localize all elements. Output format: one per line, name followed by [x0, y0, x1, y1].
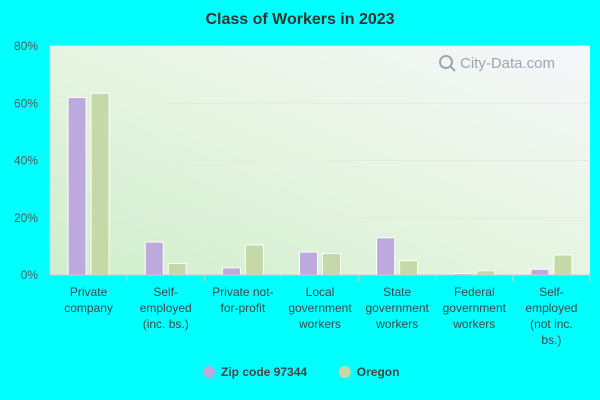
x-tick-label-line: workers: [452, 317, 495, 331]
bar: [67, 97, 87, 276]
x-tick-label: Private not-for-profit: [212, 285, 273, 315]
x-tick-label: Self-employed (inc. bs.): [140, 285, 192, 331]
y-tick-label: 20%: [14, 211, 38, 225]
legend-label: Oregon: [357, 365, 400, 379]
x-tick-label-line: government: [288, 301, 352, 315]
bar: [221, 267, 241, 276]
x-tick-label-line: (inc. bs.): [143, 317, 189, 331]
x-tick-label-line: employed: [140, 301, 192, 315]
x-tick-label-line: State: [383, 285, 411, 299]
bar: [530, 268, 550, 276]
legend-label: Zip code 97344: [221, 365, 307, 379]
bar: [399, 260, 419, 276]
x-tick-label-line: for-profit: [221, 301, 266, 315]
x-tick-label-line: Private: [70, 285, 108, 299]
x-tick-label-line: workers: [375, 317, 418, 331]
bar: [299, 251, 318, 276]
x-tick-label-line: bs.): [541, 333, 561, 347]
watermark-text: City-Data.com: [460, 55, 555, 72]
magnifier-icon: [439, 55, 453, 69]
gridlines: [50, 45, 590, 219]
x-tick-label-line: government: [365, 301, 429, 315]
legend-swatch: [203, 366, 215, 378]
x-tick-label: Private company: [64, 285, 113, 315]
x-tick-label-line: Private not-: [212, 285, 273, 299]
y-tick-label: 80%: [14, 39, 38, 53]
x-tick-label-line: government: [443, 301, 507, 315]
y-tick-label: 60%: [14, 96, 38, 110]
bar: [322, 253, 341, 276]
y-axis: 0% 20% 40% 60% 80%: [14, 39, 51, 282]
x-tick-label-line: employed: [525, 301, 577, 315]
x-tick-label-line: company: [64, 301, 113, 315]
bar: [376, 237, 396, 276]
x-tick-label: Self-employed (not inc. bs.): [525, 285, 577, 347]
x-tick-label: State government workers: [365, 285, 429, 331]
x-tick-label-line: workers: [298, 317, 341, 331]
legend-swatch: [338, 366, 351, 378]
bar: [244, 244, 264, 276]
bar: [144, 241, 164, 276]
legend: Zip code 97344 Oregon: [203, 365, 399, 379]
watermark: City-Data.com: [439, 55, 555, 72]
magnifier-handle: [449, 65, 456, 72]
x-tick-label: Local government workers: [288, 285, 352, 331]
bar: [167, 263, 187, 276]
x-tick-label-line: Self-: [539, 285, 564, 299]
x-tick-label: Federal government workers: [443, 285, 507, 331]
bar: [553, 254, 573, 276]
bar: [476, 270, 496, 276]
x-tick-label-line: Local: [306, 285, 335, 299]
x-axis: Private company Self-employed (inc. bs.) Pri…: [50, 274, 591, 347]
x-tick-label-line: (not inc.: [530, 317, 573, 331]
chart-title: Class of Workers in 2023: [205, 11, 394, 28]
y-tick-label: 0%: [21, 268, 39, 282]
bar: [90, 92, 110, 276]
x-tick-label-line: Self-: [153, 285, 178, 299]
y-tick-label: 40%: [14, 154, 38, 168]
x-tick-label-line: Federal: [454, 285, 495, 299]
